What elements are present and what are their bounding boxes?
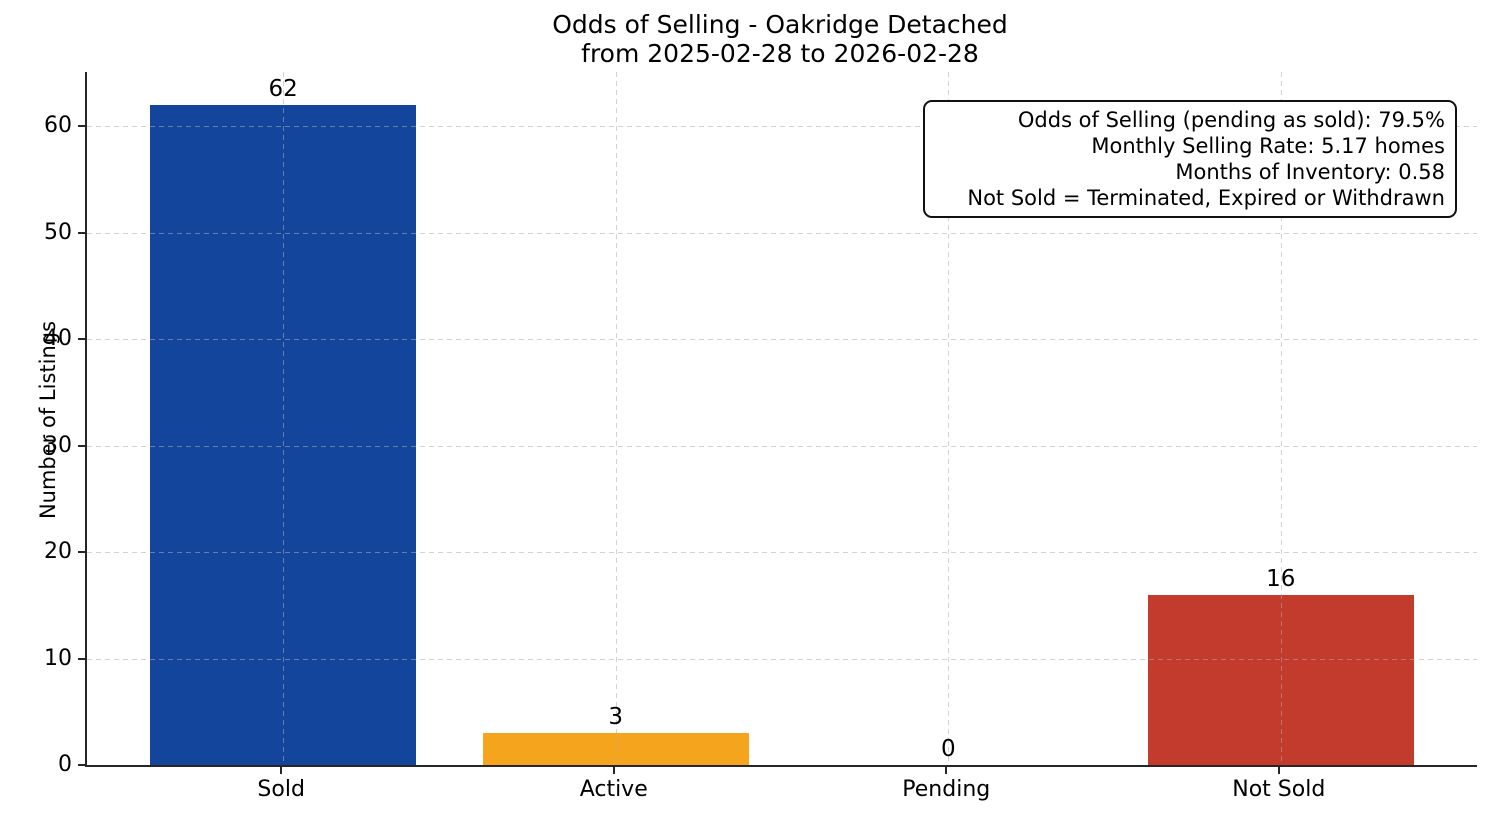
y-tick-label-60: 60 [44, 113, 72, 139]
bar-value-label-not-sold: 16 [1266, 565, 1296, 592]
y-tick-mark-40 [78, 338, 85, 341]
y-tick-label-30: 30 [44, 432, 72, 458]
chart-title-line-2: from 2025-02-28 to 2026-02-28 [581, 39, 979, 68]
stat-months-of-inventory: Months of Inventory: 0.58 [1175, 160, 1445, 184]
v-gridline-sold [283, 72, 285, 765]
h-gridline-60 [87, 126, 1477, 128]
bar-not-sold [1147, 594, 1414, 765]
y-tick-label-20: 20 [44, 539, 72, 565]
bar-sold [150, 105, 417, 765]
y-tick-label-0: 0 [58, 752, 72, 777]
x-tick-label-active: Active [579, 777, 648, 802]
bar-value-label-active: 3 [608, 704, 624, 731]
chart-title: Odds of Selling - Oakridge Detached from… [85, 10, 1475, 68]
x-tick-mark-pending [945, 767, 948, 774]
y-tick-mark-10 [78, 657, 85, 660]
y-tick-mark-20 [78, 551, 85, 554]
x-tick-label-pending: Pending [902, 777, 991, 802]
stat-odds-of-selling: Odds of Selling (pending as sold): 79.5% [1017, 108, 1445, 132]
h-gridline-20 [87, 552, 1477, 554]
x-tick-mark-not-sold [1277, 767, 1280, 774]
y-tick-mark-60 [78, 125, 85, 128]
bar-value-label-sold: 62 [268, 76, 298, 102]
y-tick-label-40: 40 [44, 326, 72, 352]
h-gridline-40 [87, 339, 1477, 341]
x-tick-mark-active [612, 767, 615, 774]
bar-active [482, 733, 749, 765]
y-tick-mark-0 [78, 764, 85, 766]
v-gridline-pending [948, 72, 950, 765]
x-tick-label-sold: Sold [257, 777, 305, 802]
y-tick-label-10: 10 [44, 645, 72, 671]
stat-monthly-selling-rate: Monthly Selling Rate: 5.17 homes [1091, 134, 1445, 158]
plot-area: 62 3 0 16 [85, 72, 1477, 767]
h-gridline-30 [87, 445, 1477, 447]
y-tick-mark-30 [78, 444, 85, 447]
stats-annotation-box: Odds of Selling (pending as sold): 79.5%… [923, 100, 1457, 218]
bar-value-label-pending: 0 [940, 736, 956, 762]
x-tick-label-not-sold: Not Sold [1232, 777, 1326, 802]
v-gridline-active [615, 72, 617, 765]
chart-title-line-1: Odds of Selling - Oakridge Detached [552, 10, 1008, 39]
y-tick-label-50: 50 [44, 219, 72, 245]
h-gridline-50 [87, 232, 1477, 234]
stat-not-sold-definition: Not Sold = Terminated, Expired or Withdr… [967, 186, 1445, 210]
h-gridline-10 [87, 658, 1477, 660]
y-tick-mark-50 [78, 231, 85, 234]
x-tick-mark-sold [280, 767, 283, 774]
v-gridline-not-sold [1280, 72, 1282, 765]
